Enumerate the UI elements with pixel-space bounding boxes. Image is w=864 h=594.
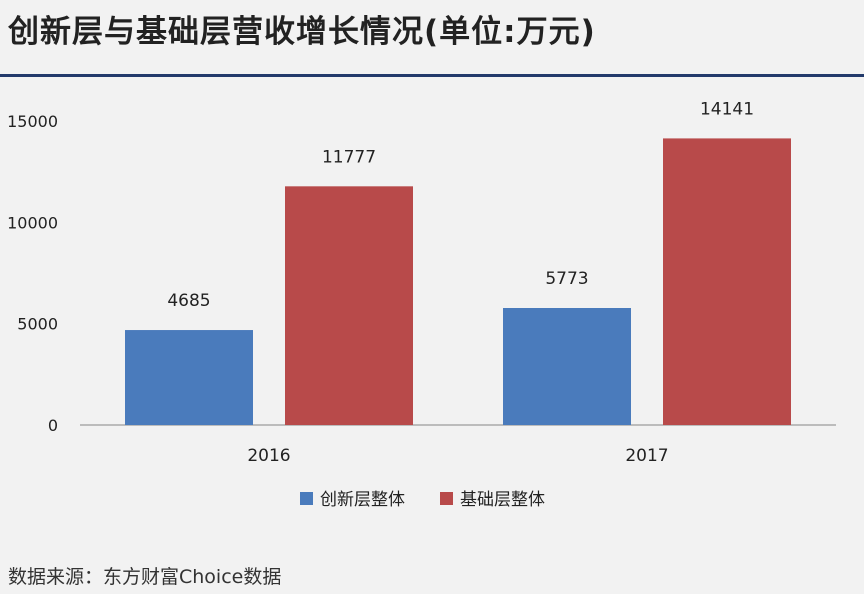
chart-title: 创新层与基础层营收增长情况(单位:万元) <box>8 14 596 50</box>
bar <box>285 186 413 425</box>
legend-label: 基础层整体 <box>460 490 545 510</box>
x-tick-label: 2016 <box>247 446 290 466</box>
data-label: 11777 <box>322 147 376 167</box>
bar <box>663 138 791 426</box>
y-tick-label: 5000 <box>17 315 58 334</box>
data-label: 4685 <box>167 291 210 311</box>
legend-swatch <box>440 492 453 505</box>
source-note: 数据来源：东方财富Choice数据 <box>8 566 282 588</box>
data-label: 5773 <box>545 269 588 289</box>
legend-label: 创新层整体 <box>320 490 405 510</box>
x-tick-label: 2017 <box>625 446 668 466</box>
bar <box>503 308 631 425</box>
y-tick-label: 15000 <box>7 112 58 131</box>
bar <box>125 330 253 425</box>
data-label: 14141 <box>700 99 754 119</box>
legend-swatch <box>300 492 313 505</box>
title-divider <box>0 74 864 77</box>
y-tick-label: 0 <box>48 416 58 435</box>
y-tick-label: 10000 <box>7 213 58 232</box>
